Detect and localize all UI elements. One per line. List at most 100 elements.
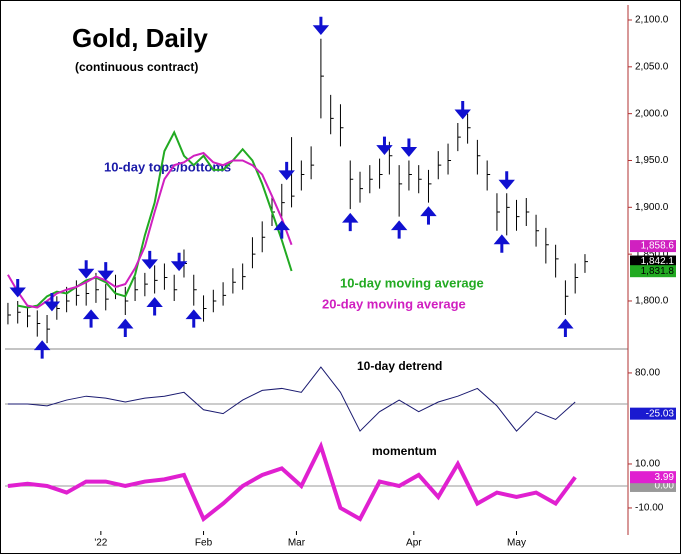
y-tick-label: 1,950.0 xyxy=(635,155,669,166)
legend-label: 10-day moving average xyxy=(340,275,484,290)
ohlc-bar xyxy=(281,183,285,217)
zero-box-label: 0.00 xyxy=(655,481,675,492)
ohlc-bar xyxy=(251,237,256,269)
ohlc-bar xyxy=(496,193,500,231)
ohlc-bar xyxy=(232,268,236,294)
bottom-arrow xyxy=(557,318,574,338)
top-arrow xyxy=(454,101,471,120)
ohlc-bar xyxy=(66,286,70,313)
panel-title: 10-day detrend xyxy=(357,359,442,373)
last-box xyxy=(630,240,676,253)
x-tick-label: May xyxy=(507,538,526,549)
ohlc-bar xyxy=(124,286,129,316)
y-tick-label: 2,000.0 xyxy=(635,108,669,119)
ohlc-bar xyxy=(75,280,80,306)
ohlc-bar xyxy=(535,214,540,247)
ohlc-bar xyxy=(212,289,217,313)
ohlc-bar xyxy=(144,272,148,297)
ohlc-bar xyxy=(339,104,344,147)
ohlc-bar xyxy=(193,274,197,306)
top-arrow xyxy=(170,252,188,272)
top-arrow xyxy=(400,138,418,157)
bottom-arrow xyxy=(33,340,51,359)
ohlc-bar xyxy=(134,276,139,301)
x-tick-label: Apr xyxy=(406,538,422,549)
last-box-label: 1,842.1 xyxy=(641,256,675,267)
ohlc-bar xyxy=(7,302,11,325)
last-box xyxy=(630,407,676,420)
top-arrow xyxy=(141,250,158,270)
top-arrow xyxy=(97,262,114,281)
bottom-arrow xyxy=(146,297,163,316)
ohlc-bar xyxy=(310,146,315,180)
chart-title: Gold, Daily xyxy=(72,23,208,53)
ohlc-bar xyxy=(398,165,403,217)
series-line xyxy=(7,441,577,523)
ohlc-bar xyxy=(379,158,383,189)
bottom-arrow xyxy=(273,220,290,239)
ohlc-bar xyxy=(584,254,588,273)
ohlc-bar xyxy=(418,165,422,194)
ohlc-bar xyxy=(261,221,266,253)
ohlc-bar xyxy=(545,227,549,264)
series-line xyxy=(17,130,293,309)
y-tick-label: 80.00 xyxy=(635,368,660,379)
ohlc-bar xyxy=(476,139,481,175)
ohlc-bar xyxy=(242,263,246,290)
ohlc-bar xyxy=(173,274,178,301)
last-box-label: 1,858.6 xyxy=(641,241,675,252)
y-tick-label: -10.00 xyxy=(635,503,664,514)
top-arrow xyxy=(43,293,61,312)
ohlc-bar xyxy=(203,295,207,322)
chart-subtitle: (continuous contract) xyxy=(75,60,198,74)
ohlc-bar xyxy=(555,244,559,278)
ohlc-bar xyxy=(163,263,168,290)
series-line xyxy=(7,366,576,432)
y-tick-label: 2,050.0 xyxy=(635,61,669,72)
top-arrow xyxy=(278,161,295,181)
top-arrow xyxy=(9,278,26,298)
ohlc-bar xyxy=(467,113,471,144)
ohlc-bar xyxy=(574,263,579,294)
x-tick-label: Feb xyxy=(195,538,213,549)
ohlc-bar xyxy=(457,123,461,152)
series-line xyxy=(7,151,293,309)
ohlc-bar xyxy=(56,296,60,320)
ohlc-bar xyxy=(85,282,90,306)
annotation: 10-day tops/bottoms xyxy=(104,159,231,174)
last-box xyxy=(630,255,676,268)
bottom-arrow xyxy=(185,309,202,328)
ohlc-bar xyxy=(564,280,569,316)
ohlc-bar xyxy=(330,94,334,135)
ohlc-bar xyxy=(17,300,21,324)
last-box xyxy=(630,471,676,484)
bottom-arrow xyxy=(117,318,134,338)
y-tick-label: 2,100.0 xyxy=(635,15,669,26)
last-box-label: 1,831.8 xyxy=(641,266,675,277)
ohlc-bar xyxy=(447,143,452,175)
ohlc-bar xyxy=(437,151,442,180)
y-tick-label: 1,900.0 xyxy=(635,202,669,213)
panel-title: momentum xyxy=(372,444,437,458)
ohlc-bar xyxy=(525,197,530,227)
bottom-arrow xyxy=(420,206,437,225)
ohlc-bar xyxy=(300,160,305,191)
top-arrow xyxy=(312,16,330,36)
ohlc-bar xyxy=(46,315,51,344)
x-tick-label: Mar xyxy=(288,538,306,549)
bottom-arrow xyxy=(390,220,408,239)
ohlc-bar xyxy=(222,282,227,306)
bottom-arrow xyxy=(82,309,100,328)
last-box-label: -25.03 xyxy=(646,408,675,419)
y-tick-label: 1,850.0 xyxy=(635,249,669,260)
x-tick-label: '22 xyxy=(94,538,107,549)
top-arrow xyxy=(77,260,95,279)
ohlc-bar xyxy=(516,199,520,231)
top-arrow xyxy=(498,171,515,190)
ohlc-bar xyxy=(506,193,510,236)
ohlc-bar xyxy=(320,38,324,119)
ohlc-bar xyxy=(359,171,364,203)
y-tick-label: 10.00 xyxy=(635,459,660,470)
ohlc-bar xyxy=(349,160,354,210)
